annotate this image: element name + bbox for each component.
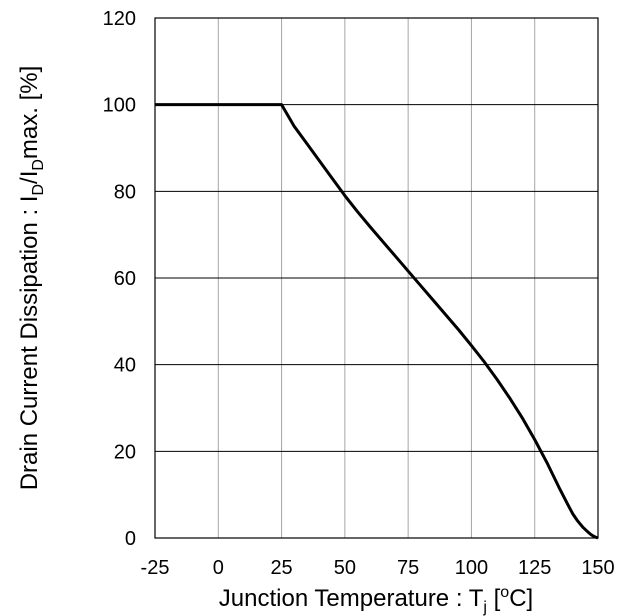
x-tick-label: -25	[141, 557, 170, 579]
y-tick-label: 0	[125, 528, 136, 550]
x-tick-label: 25	[270, 557, 292, 579]
x-tick-label: 0	[213, 557, 224, 579]
y-axis-label: Drain Current Dissipation : ID/IDmax. [%…	[16, 66, 47, 491]
x-tick-label: 100	[455, 557, 488, 579]
grid-lines	[155, 18, 598, 538]
x-axis-label: Junction Temperature : Tj [oC]	[219, 584, 533, 616]
series-line	[155, 103, 599, 540]
x-tick-label: 150	[581, 557, 614, 579]
y-tick-label: 40	[114, 355, 136, 377]
y-tick-label: 80	[114, 181, 136, 203]
y-tick-labels: 0 20 40 60 80 100 120	[103, 8, 136, 550]
series-layer	[155, 103, 599, 540]
plot-frame	[154, 17, 599, 539]
y-tick-label: 120	[103, 8, 136, 30]
y-tick-label: 60	[114, 268, 136, 290]
y-tick-label: 20	[114, 441, 136, 463]
x-tick-label: 75	[397, 557, 419, 579]
y-tick-label: 100	[103, 95, 136, 117]
x-tick-labels: -25 0 25 50 75 100 125 150	[141, 557, 615, 579]
plot-border	[154, 17, 599, 539]
x-tick-label: 50	[334, 557, 356, 579]
x-tick-label: 125	[518, 557, 551, 579]
